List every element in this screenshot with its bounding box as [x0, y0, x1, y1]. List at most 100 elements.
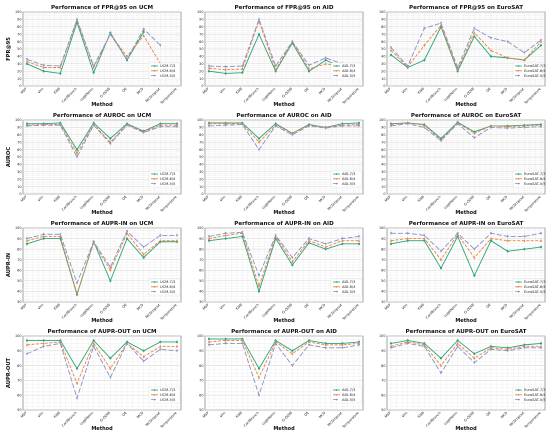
y-tick-label: 30	[17, 62, 21, 66]
y-tick-label: 30	[17, 300, 21, 304]
y-tick-label: 20	[381, 69, 385, 73]
y-tick-label: 80	[381, 364, 385, 368]
y-tick-label: 80	[199, 133, 203, 137]
legend-label: AID-6/4	[342, 177, 356, 181]
legend-box	[148, 170, 181, 188]
x-tick-label: Temperature	[159, 303, 178, 322]
y-tick-label: 80	[17, 133, 21, 137]
legend-label: EuroSAT-6/4	[524, 285, 546, 289]
series-line	[208, 235, 359, 293]
chart-title: Performance of FPR@95 on AID	[235, 5, 334, 11]
y-tick-label: 90	[381, 18, 385, 22]
y-tick-label: 100	[379, 118, 385, 122]
x-tick-label: G-ODIN	[99, 195, 111, 207]
x-tick-label: MCDropout	[145, 410, 162, 427]
x-tick-label: MSP	[384, 303, 392, 311]
x-tick-label: Vim	[37, 302, 45, 310]
chart-title: Performance of AUPR-IN on UCM	[51, 221, 154, 227]
series-line	[391, 232, 542, 252]
x-tick-label: Temperature	[159, 411, 178, 430]
legend-label: AID-5/5	[342, 290, 355, 294]
x-axis-label: Method	[273, 210, 295, 216]
x-tick-label: Temperature	[523, 87, 542, 106]
y-tick-label: 60	[381, 148, 385, 152]
series-line	[390, 235, 542, 277]
x-tick-label: Vim	[219, 302, 227, 310]
x-tick-label: LogitNorm	[261, 194, 277, 210]
x-tick-label: OE	[121, 87, 127, 93]
y-tick-label: 50	[381, 155, 385, 159]
x-tick-label: ConfBranch	[425, 303, 442, 320]
legend-label: UCM-5/5	[160, 74, 175, 78]
y-tick-label: 40	[199, 163, 203, 167]
y-tick-label: 100	[15, 118, 21, 122]
y-tick-label: 10	[17, 185, 21, 189]
legend-label: EuroSAT-6/4	[524, 393, 546, 397]
x-tick-label: Temperature	[341, 87, 360, 106]
legend-box	[330, 170, 363, 188]
x-tick-label: MCD	[318, 195, 327, 204]
chart-panel: 0 10 20 30 40 50 60 70 80 90 100 MSP Vim KNN ConfBranc…	[6, 5, 182, 108]
x-tick-label: G-ODIN	[99, 411, 111, 423]
x-tick-label: Temperature	[341, 411, 360, 430]
x-tick-label: MCD	[318, 411, 327, 420]
y-tick-label: 80	[381, 247, 385, 251]
chart-panel: 50 60 70 80 90 100 MSP Vim KNN ConfBranch LogitNor…	[6, 329, 182, 432]
y-tick-label: 30	[17, 170, 21, 174]
legend-marker	[153, 182, 156, 185]
x-tick-label: MSP	[384, 87, 392, 95]
x-tick-label: Temperature	[341, 303, 360, 322]
y-axis-label: AUPR-OUT	[6, 357, 12, 388]
y-tick-label: 60	[381, 393, 385, 397]
legend-label: EuroSAT-7/3	[524, 64, 546, 68]
chart-title: Performance of AUROC on AID	[236, 113, 332, 119]
y-tick-label: 50	[381, 279, 385, 283]
legend-marker	[517, 290, 520, 293]
y-tick-label: 60	[199, 148, 203, 152]
chart-panel: 0 10 20 30 40 50 60 70 80 90 100 MSP Vim KNN ConfBranc…	[379, 113, 546, 216]
chart-title: Performance of AUPR-OUT on EuroSAT	[406, 329, 527, 335]
x-tick-label: MSP	[20, 411, 28, 419]
legend-marker	[153, 74, 156, 77]
x-tick-label: OE	[303, 411, 309, 417]
y-tick-label: 50	[199, 155, 203, 159]
x-tick-label: G-ODIN	[281, 411, 293, 423]
x-tick-label: LogitNorm	[79, 410, 95, 426]
y-tick-label: 40	[17, 163, 21, 167]
x-tick-label: LogitNorm	[443, 86, 459, 102]
legend-label: EuroSAT-5/5	[524, 182, 546, 186]
x-tick-label: Temperature	[159, 195, 178, 214]
x-tick-label: MCD	[136, 87, 145, 96]
x-tick-label: MCDropout	[509, 302, 526, 319]
chart-panel: 50 60 70 80 90 100 MSP Vim KNN ConfBranch LogitNor…	[197, 329, 364, 432]
y-tick-label: 90	[199, 18, 203, 22]
x-tick-label: ConfBranch	[425, 195, 442, 212]
x-tick-label: KNN	[53, 411, 61, 419]
y-tick-label: 0	[19, 192, 21, 196]
y-tick-label: 50	[17, 47, 21, 51]
legend-marker	[517, 74, 520, 77]
series-line	[26, 20, 145, 74]
x-tick-label: MCD	[500, 411, 509, 420]
y-tick-label: 100	[197, 118, 203, 122]
x-tick-label: G-ODIN	[281, 87, 293, 99]
x-tick-label: MCD	[136, 195, 145, 204]
legend-box	[148, 62, 181, 80]
chart-panel: 50 60 70 80 90 100 MSP Vim KNN ConfBranch LogitNor…	[379, 329, 546, 432]
x-tick-label: KNN	[417, 411, 425, 419]
series-line	[208, 18, 343, 68]
x-axis-label: Method	[273, 426, 295, 432]
chart-panel: 30 40 50 60 70 80 90 100 MSP Vim KNN ConfBranch Logi…	[6, 221, 182, 324]
y-tick-label: 0	[201, 192, 203, 196]
x-tick-label: Vim	[401, 194, 409, 202]
x-tick-label: ConfBranch	[243, 195, 260, 212]
x-tick-label: LogitNorm	[261, 302, 277, 318]
y-tick-label: 50	[381, 408, 385, 412]
y-tick-label: 70	[381, 379, 385, 383]
legend-label: AID-6/4	[342, 69, 356, 73]
legend-label: AID-7/3	[342, 64, 355, 68]
y-tick-label: 90	[381, 126, 385, 130]
legend-label: UCM-7/3	[160, 64, 175, 68]
y-tick-label: 70	[199, 258, 203, 262]
x-tick-label: LogitNorm	[79, 194, 95, 210]
